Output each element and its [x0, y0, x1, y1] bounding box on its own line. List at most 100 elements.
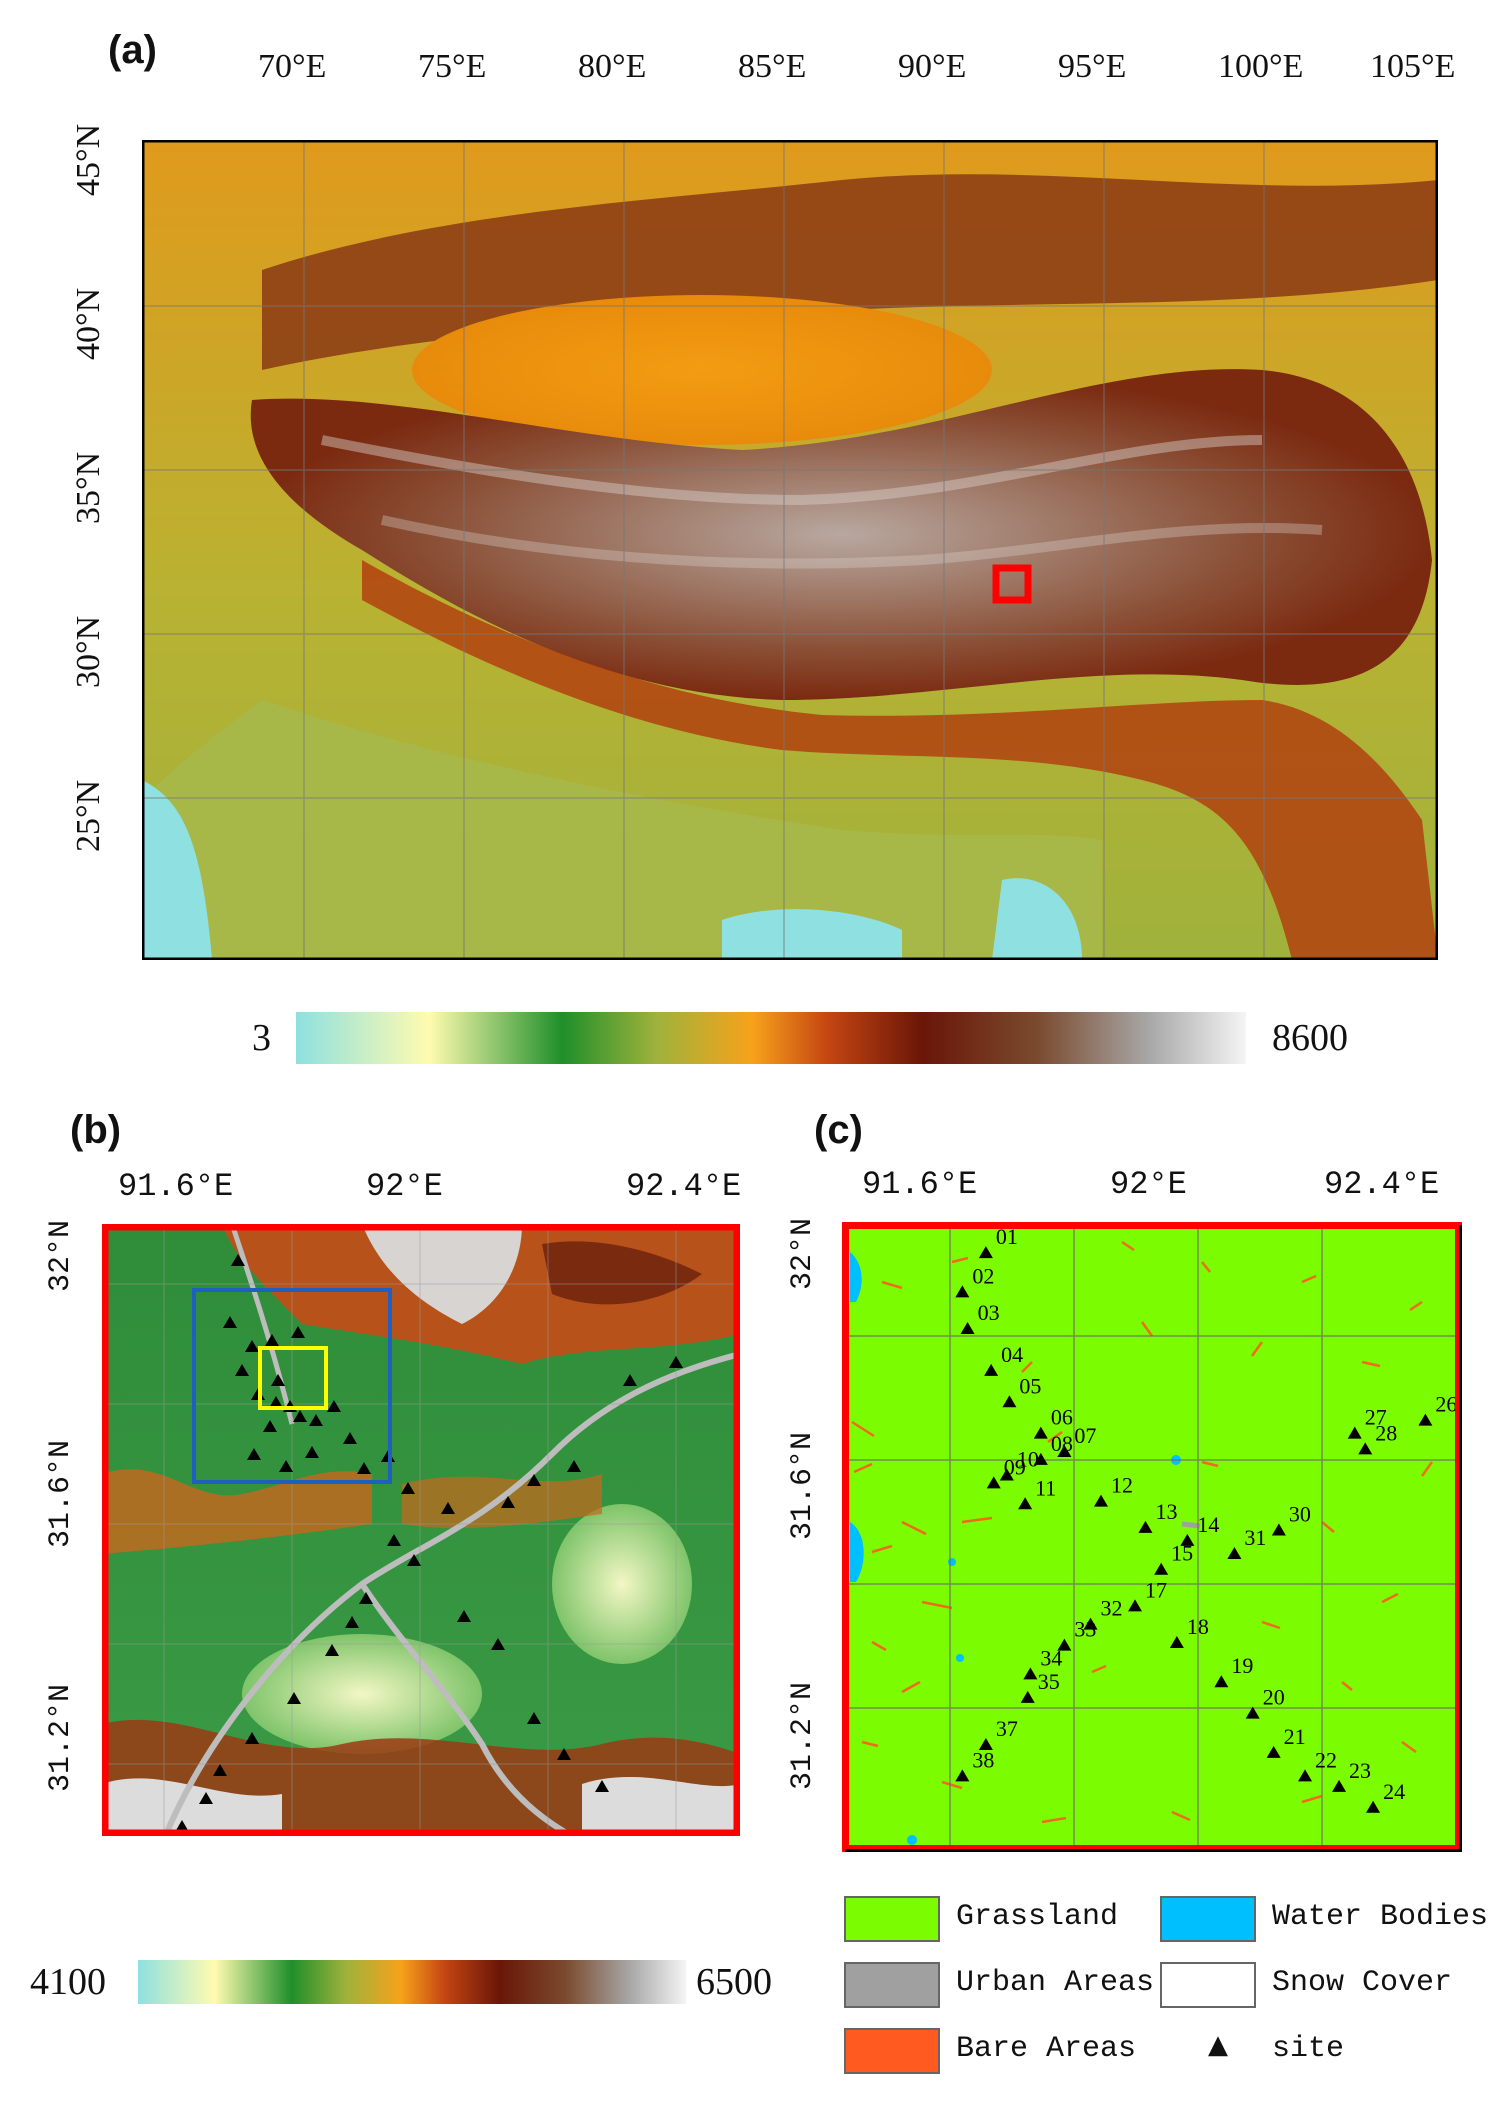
site-label: 02	[972, 1263, 994, 1288]
site-marker	[1002, 1395, 1017, 1408]
site-label: 10	[1017, 1447, 1039, 1472]
site-label: 15	[1171, 1541, 1193, 1566]
site-marker	[1033, 1426, 1048, 1439]
site-label: 24	[1383, 1779, 1405, 1804]
site-marker	[1020, 1690, 1035, 1703]
legend-swatch-bare	[844, 2028, 940, 2074]
legend-swatch-snow	[1160, 1962, 1256, 2008]
site-marker	[960, 1322, 975, 1335]
lon-tick: 105°E	[1370, 48, 1456, 85]
site-label: 11	[1035, 1475, 1056, 1500]
lat-tick: 31.2°N	[786, 1681, 820, 1790]
site-label: 03	[978, 1300, 1000, 1325]
lat-tick: 40°N	[70, 287, 107, 360]
site-label: 12	[1111, 1473, 1133, 1498]
panel-b-elevation-map	[102, 1224, 740, 1836]
lat-tick: 31.6°N	[44, 1439, 78, 1548]
site-label: 32	[1101, 1596, 1123, 1621]
panel-a-colorbar	[296, 1012, 1246, 1064]
lon-tick: 95°E	[1058, 48, 1127, 85]
lat-tick: 31.2°N	[44, 1683, 78, 1792]
lon-tick: 92°E	[366, 1168, 443, 1205]
site-label: 22	[1315, 1747, 1337, 1772]
panel-a-elevation-map	[142, 140, 1438, 960]
legend-label-grassland: Grassland	[956, 1900, 1119, 1934]
site-marker	[1018, 1497, 1033, 1510]
lon-tick: 80°E	[578, 48, 647, 85]
site-marker	[1245, 1706, 1260, 1719]
site-label: 14	[1197, 1512, 1219, 1537]
site-label: 34	[1040, 1645, 1062, 1670]
site-label: 18	[1187, 1614, 1209, 1639]
lon-tick: 100°E	[1218, 48, 1304, 85]
panel-b-label: (b)	[70, 1108, 122, 1152]
site-label: 13	[1155, 1499, 1177, 1524]
site-label: 17	[1145, 1577, 1167, 1602]
lon-tick: 92.4°E	[1324, 1166, 1440, 1203]
legend-swatch-water	[1160, 1896, 1256, 1942]
site-marker	[1266, 1745, 1281, 1758]
site-marker	[1093, 1494, 1108, 1507]
site-label: 26	[1435, 1392, 1457, 1417]
site-label: 23	[1349, 1758, 1371, 1783]
site-triangle-icon: ▲	[1208, 2030, 1228, 2060]
lon-tick: 75°E	[418, 48, 487, 85]
colorbar-a-max: 8600	[1272, 1017, 1348, 1059]
lon-tick: 70°E	[258, 48, 327, 85]
colorbar-b-min: 4100	[30, 1961, 106, 2003]
legend-label-snow: Snow Cover	[1272, 1966, 1453, 2000]
site-label: 01	[996, 1224, 1018, 1249]
site-label: 04	[1001, 1342, 1023, 1367]
site-marker	[1366, 1800, 1381, 1813]
panel-c-label: (c)	[814, 1108, 863, 1152]
site-marker	[1418, 1413, 1433, 1426]
lat-tick: 30°N	[70, 615, 107, 688]
site-marker	[1057, 1444, 1072, 1457]
site-marker	[1298, 1769, 1313, 1782]
site-label: 05	[1019, 1373, 1041, 1398]
legend-label-urban: Urban Areas	[956, 1966, 1155, 2000]
site-marker	[1271, 1523, 1286, 1536]
colorbar-a-min: 3	[252, 1017, 271, 1059]
site-label: 31	[1244, 1525, 1266, 1550]
site-marker	[1169, 1635, 1184, 1648]
site-label: 33	[1074, 1617, 1096, 1642]
lat-tick: 25°N	[70, 779, 107, 852]
site-marker	[1347, 1426, 1362, 1439]
site-marker	[955, 1769, 970, 1782]
lon-tick: 85°E	[738, 48, 807, 85]
site-label: 37	[996, 1716, 1018, 1741]
site-marker	[955, 1285, 970, 1298]
lon-tick: 92.4°E	[626, 1168, 742, 1205]
lon-tick: 91.6°E	[118, 1168, 234, 1205]
colorbar-b-max: 6500	[696, 1961, 772, 2003]
lat-tick: 45°N	[70, 123, 107, 196]
site-label: 38	[972, 1747, 994, 1772]
legend-swatch-grassland	[844, 1896, 940, 1942]
site-marker	[1180, 1533, 1195, 1546]
site-label: 19	[1231, 1653, 1253, 1678]
site-marker	[984, 1363, 999, 1376]
legend-label-water: Water Bodies	[1272, 1900, 1489, 1934]
site-marker	[1033, 1452, 1048, 1465]
site-marker	[978, 1737, 993, 1750]
legend-label-bare: Bare Areas	[956, 2032, 1137, 2066]
lon-tick: 90°E	[898, 48, 967, 85]
site-marker	[1358, 1442, 1373, 1455]
study-area-marker	[992, 564, 1032, 604]
panel-b-colorbar	[138, 1960, 686, 2004]
site-label: 27	[1365, 1405, 1387, 1430]
site-marker	[1057, 1638, 1072, 1651]
lon-tick: 91.6°E	[862, 1166, 978, 1203]
site-marker	[1332, 1779, 1347, 1792]
site-marker	[1128, 1599, 1143, 1612]
site-label: 35	[1038, 1669, 1060, 1694]
lat-tick: 31.6°N	[786, 1431, 820, 1540]
panel-a-label: (a)	[108, 28, 157, 72]
site-label: 06	[1051, 1405, 1073, 1430]
site-marker	[978, 1246, 993, 1259]
site-marker	[1023, 1667, 1038, 1680]
site-marker	[1154, 1562, 1169, 1575]
site-marker	[1227, 1547, 1242, 1560]
